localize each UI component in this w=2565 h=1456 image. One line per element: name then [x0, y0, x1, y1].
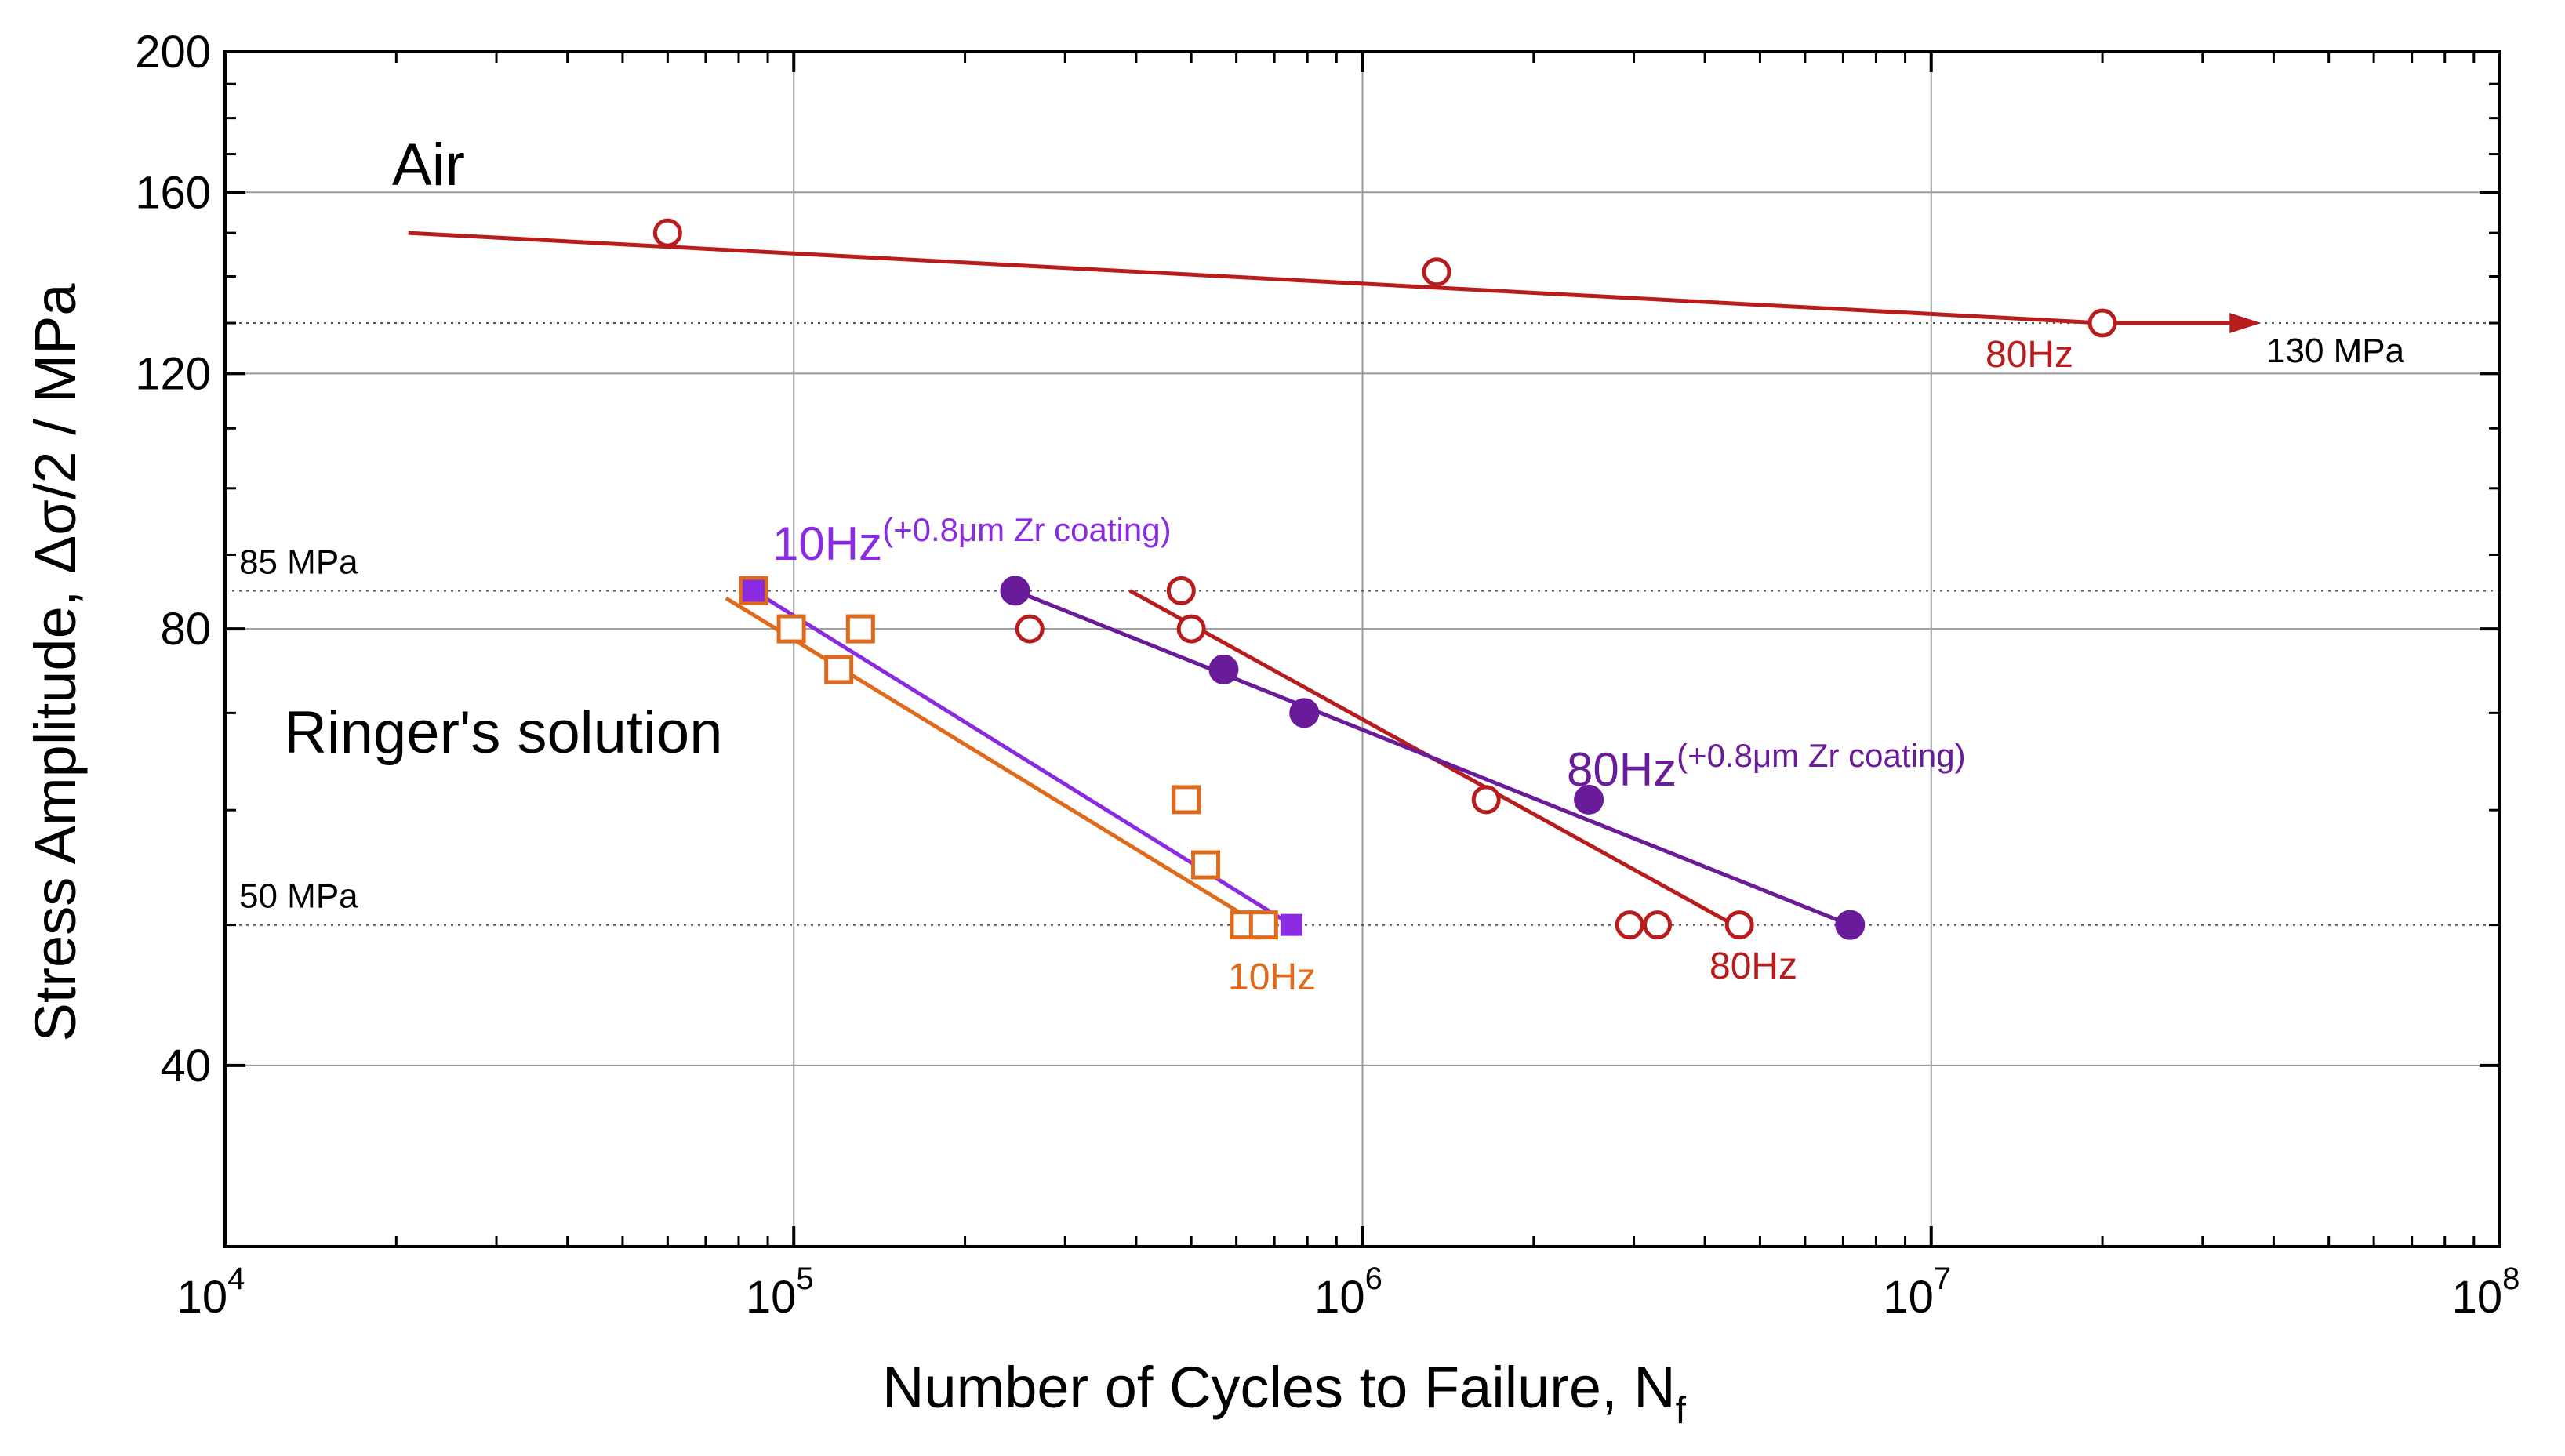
- y-tick-label: 80: [160, 604, 211, 655]
- label-ringer-10hz-zr-sup: (+0.8μm Zr coating): [882, 511, 1171, 548]
- fit-lines: [408, 231, 2262, 927]
- data-point-ringer-80hz: [1471, 785, 1501, 815]
- data-point-ringer-80hz: [1724, 910, 1754, 940]
- runout-arrow-head: [2229, 313, 2262, 334]
- data-point-ringer-80hz: [1176, 614, 1206, 644]
- data-point-ringer-80hz: [1615, 910, 1644, 940]
- x-tick-base: 10: [746, 1272, 797, 1323]
- x-tick-label: 105: [746, 1262, 814, 1323]
- reference-label: 50 MPa: [239, 877, 358, 916]
- label-ringer-80hz: 80Hz: [1709, 946, 1797, 987]
- fit-line-ringer-80hz-0-8-m-zr-coating-: [1014, 589, 1851, 927]
- x-axis-title-sub: f: [1676, 1390, 1687, 1432]
- x-tick-base: 10: [1883, 1272, 1934, 1323]
- reference-label: 85 MPa: [239, 543, 358, 581]
- y-tick-label: 120: [135, 348, 211, 399]
- data-point-ringer-10hz: [1191, 850, 1221, 880]
- y-tick-label: 200: [135, 27, 211, 78]
- x-tick-label: 104: [177, 1262, 245, 1323]
- data-point-ringer-80hz: [1015, 614, 1045, 644]
- data-point-ringer-80hz-0-8-m-zr-coating-: [1000, 576, 1030, 606]
- data-point-ringer-10hz: [845, 614, 875, 644]
- env-label-ringer: Ringer's solution: [284, 699, 722, 766]
- y-axis-title: Stress Amplitude, Δσ/2 / MPa: [23, 283, 88, 1042]
- x-tick-exp: 7: [1934, 1262, 1951, 1296]
- label-ringer-80hz-zr: 80Hz(+0.8μm Zr coating): [1567, 737, 1966, 796]
- data-point-ringer-80hz: [1166, 576, 1196, 605]
- data-point-ringer-10hz: [1248, 910, 1278, 940]
- grid: [225, 52, 2500, 1247]
- data-point-air-80hz: [1422, 257, 1451, 287]
- x-tick-exp: 8: [2502, 1262, 2520, 1296]
- data-point-air-80hz: [2087, 308, 2117, 338]
- data-markers: [652, 218, 2117, 940]
- data-point-ringer-80hz-0-8-m-zr-coating-: [1574, 784, 1604, 815]
- data-point-ringer-80hz-0-8-m-zr-coating-: [1208, 654, 1239, 684]
- x-tick-base: 10: [2452, 1272, 2503, 1323]
- label-ringer-80hz-zr-main: 80Hz: [1567, 743, 1677, 796]
- y-tick-label: 160: [135, 167, 211, 218]
- x-tick-exp: 6: [1365, 1262, 1382, 1296]
- fit-line-ringer-10hz: [725, 596, 1261, 927]
- env-label-air: Air: [392, 132, 465, 198]
- data-point-air-80hz: [652, 218, 682, 248]
- x-tick-exp: 5: [796, 1262, 813, 1296]
- label-ringer-80hz-zr-sup: (+0.8μm Zr coating): [1677, 737, 1965, 774]
- label-ringer-10hz-zr-main: 10Hz: [772, 517, 882, 570]
- data-point-ringer-10hz-0-8-m-zr-coating-: [743, 579, 765, 602]
- data-point-ringer-10hz: [824, 655, 854, 684]
- data-point-ringer-80hz: [1643, 910, 1673, 940]
- y-tick-label: 40: [160, 1040, 211, 1091]
- data-point-ringer-10hz: [776, 614, 806, 644]
- x-tick-base: 10: [1314, 1272, 1365, 1323]
- label-ringer-10hz-zr: 10Hz(+0.8μm Zr coating): [772, 511, 1172, 570]
- data-point-ringer-10hz-0-8-m-zr-coating-: [1280, 913, 1302, 936]
- fit-line-air-80hz: [408, 231, 2103, 325]
- x-axis-title: Number of Cycles to Failure, Nf: [882, 1355, 1687, 1432]
- x-tick-label: 108: [2452, 1262, 2520, 1323]
- data-point-ringer-80hz-0-8-m-zr-coating-: [1835, 910, 1866, 940]
- reference-lines: 130 MPa 85 MPa 50 MPa: [225, 321, 2500, 926]
- x-tick-base: 10: [177, 1272, 228, 1323]
- x-axis-title-main: Number of Cycles to Failure, N: [882, 1355, 1676, 1420]
- label-air-80hz: 80Hz: [1986, 334, 2073, 376]
- label-ringer-10hz: 10Hz: [1228, 957, 1316, 998]
- x-tick-label: 106: [1314, 1262, 1382, 1323]
- data-point-ringer-10hz: [1172, 785, 1201, 815]
- x-tick-label: 107: [1883, 1262, 1951, 1323]
- data-point-ringer-80hz-0-8-m-zr-coating-: [1289, 698, 1320, 728]
- reference-label: 130 MPa: [2266, 332, 2405, 370]
- x-tick-exp: 4: [227, 1262, 245, 1296]
